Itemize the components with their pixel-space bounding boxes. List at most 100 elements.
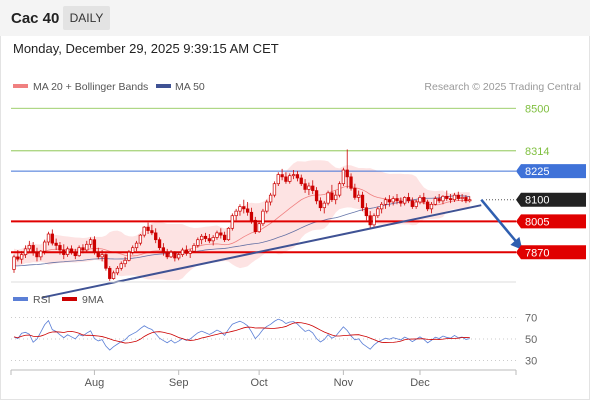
candle xyxy=(223,231,227,242)
candle-body xyxy=(42,241,47,252)
bollinger-band xyxy=(14,160,470,281)
candle xyxy=(368,211,372,230)
candle xyxy=(230,213,234,231)
candle-body xyxy=(360,194,365,209)
candle xyxy=(280,168,284,181)
candle xyxy=(357,190,361,202)
rsi-line xyxy=(13,318,470,351)
candle xyxy=(142,226,146,238)
period-button[interactable]: DAILY xyxy=(63,6,110,30)
candle-body xyxy=(54,242,58,246)
candle xyxy=(65,246,70,257)
candle xyxy=(35,247,39,262)
candle-body xyxy=(368,215,372,226)
candle-body xyxy=(192,245,196,252)
candle-body xyxy=(445,195,449,199)
candle-body xyxy=(96,251,100,258)
candle xyxy=(276,172,280,186)
candle-body xyxy=(261,210,265,225)
candle xyxy=(157,237,162,250)
candle-body xyxy=(448,198,453,201)
candle xyxy=(314,187,319,205)
candle xyxy=(92,236,97,255)
candle xyxy=(288,173,292,184)
candle-body xyxy=(134,242,139,249)
candle-body xyxy=(73,251,77,257)
candle xyxy=(108,266,112,281)
candle-body xyxy=(69,248,74,253)
candle-body xyxy=(314,190,319,202)
candle xyxy=(410,197,414,209)
candle xyxy=(69,245,74,255)
candle xyxy=(188,248,192,258)
candle xyxy=(12,254,16,273)
candle-body xyxy=(349,176,353,189)
candle xyxy=(226,227,231,241)
candle-body xyxy=(173,251,177,259)
candle xyxy=(39,250,43,261)
candle xyxy=(42,239,47,255)
candle-body xyxy=(322,202,326,209)
candle-body xyxy=(81,247,85,251)
candle xyxy=(441,195,445,205)
candle-body xyxy=(92,239,97,253)
candle xyxy=(261,208,265,226)
candle-body xyxy=(318,200,323,209)
candle-body xyxy=(111,272,116,279)
level-badge-8225 xyxy=(516,164,586,179)
candle-body xyxy=(16,256,20,260)
ma50-line xyxy=(13,195,470,267)
candle-body xyxy=(276,174,280,185)
candle xyxy=(54,238,58,250)
candle xyxy=(468,196,472,203)
candle-body xyxy=(180,249,185,255)
candle xyxy=(360,191,365,212)
candle-body xyxy=(291,174,296,177)
candle-body xyxy=(238,206,242,212)
candle-body xyxy=(165,251,169,258)
candle xyxy=(138,234,143,246)
candle-body xyxy=(20,254,24,260)
candle xyxy=(253,216,257,234)
candle-body xyxy=(280,174,284,178)
candle-body xyxy=(223,234,227,241)
rsi-ma-line xyxy=(13,322,470,344)
rsi-legend-label: RSI xyxy=(33,294,51,306)
candle-body xyxy=(422,197,426,203)
candle xyxy=(196,237,200,248)
candle-body xyxy=(418,197,422,203)
candle-body xyxy=(433,198,437,205)
rsi-ma-legend-swatch xyxy=(62,297,77,301)
candle xyxy=(353,183,357,200)
candle xyxy=(383,197,388,209)
candle-body xyxy=(88,239,93,245)
candle xyxy=(215,230,219,240)
candle-body xyxy=(403,197,407,204)
candle-body xyxy=(108,267,112,279)
level-badge-7870 xyxy=(516,245,586,260)
candle-body xyxy=(127,251,131,261)
candle xyxy=(234,208,238,221)
x-label-oct: Oct xyxy=(251,377,268,389)
candle-body xyxy=(268,194,273,203)
candle xyxy=(326,190,330,206)
candle xyxy=(380,202,384,214)
candle-body xyxy=(376,208,380,217)
candle xyxy=(150,224,154,236)
candle-body xyxy=(380,203,384,210)
candle xyxy=(96,247,100,260)
candle-body xyxy=(169,251,173,258)
candle-body xyxy=(337,183,342,196)
candle xyxy=(414,199,418,209)
candle-body xyxy=(77,247,81,257)
candle xyxy=(322,200,326,214)
candle xyxy=(376,206,380,218)
candle-body xyxy=(219,232,223,236)
bollinger-band-area xyxy=(14,160,470,281)
rsi-ma-legend-label: 9MA xyxy=(82,294,104,306)
candle-body xyxy=(334,194,338,201)
candle-body xyxy=(265,201,269,212)
candle xyxy=(131,245,135,255)
timestamp: Monday, December 29, 2025 9:39:15 AM CET xyxy=(13,41,279,56)
candle-body xyxy=(50,233,54,244)
